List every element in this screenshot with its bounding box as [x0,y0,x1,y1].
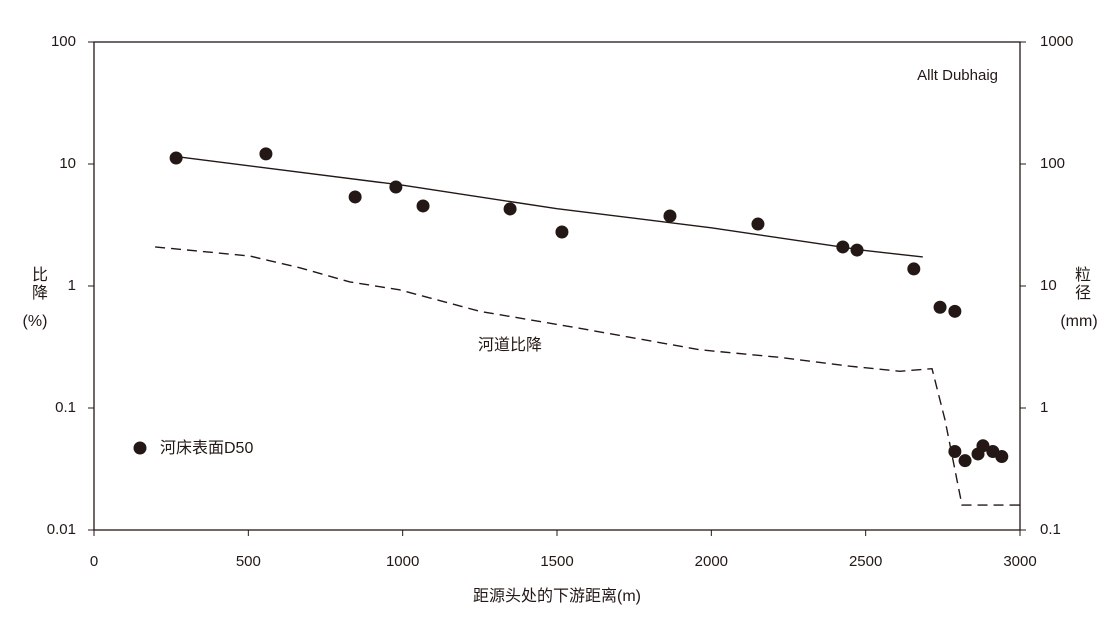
x-tick-label: 1500 [540,553,573,570]
y-tick-label: 0.01 [47,521,76,538]
data-point [663,209,677,223]
data-point [958,454,972,468]
data-point [995,450,1009,464]
y2-tick-label: 10 [1040,277,1057,294]
data-point [259,147,273,161]
legend-marker [133,441,147,455]
data-point [169,151,183,165]
data-point [948,444,962,458]
y-axis-label: 比降 [29,266,46,302]
data-point [555,225,569,239]
data-point [389,180,403,194]
y2-tick-label: 1 [1040,399,1048,416]
data-point [850,243,864,257]
trend-line [176,155,923,258]
annotation: Allt Dubhaig [917,67,998,84]
y-tick-label: 10 [59,155,76,172]
data-point [416,199,430,213]
y2-axis-label: 粒径 [1072,266,1089,302]
y-tick-label: 100 [51,33,76,50]
data-point [503,202,517,216]
x-tick-label: 2000 [695,553,728,570]
x-axis-label: 距源头处的下游距离(m) [473,587,641,605]
x-tick-label: 2500 [849,553,882,570]
y-tick-label: 0.1 [55,399,76,416]
y-axis-unit: (%) [22,313,48,330]
dashed-line [155,246,1020,506]
x-tick-label: 3000 [1003,553,1036,570]
data-point [948,304,962,318]
line-label: 河道比降 [478,336,542,354]
y2-tick-label: 100 [1040,155,1065,172]
y2-tick-label: 1000 [1040,33,1073,50]
legend-label: 河床表面D50 [160,439,253,457]
x-tick-label: 0 [90,553,98,570]
y2-tick-label: 0.1 [1040,521,1061,538]
data-point [348,190,362,204]
x-tick-label: 500 [236,553,261,570]
y2-axis-unit: (mm) [1060,313,1098,330]
data-point [933,300,947,314]
data-point [751,217,765,231]
data-point [907,262,921,276]
y-tick-label: 1 [68,277,76,294]
x-tick-label: 1000 [386,553,419,570]
data-point [976,439,990,453]
